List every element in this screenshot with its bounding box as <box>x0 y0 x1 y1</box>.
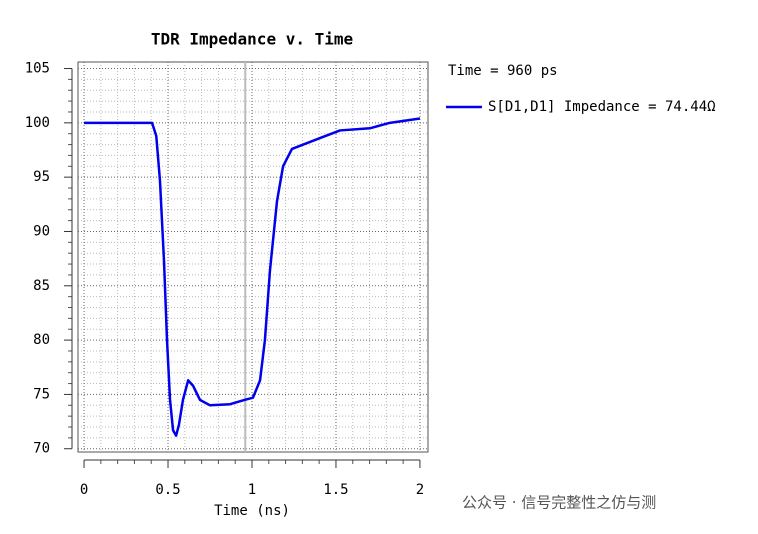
y-tick-label: 70 <box>33 441 50 457</box>
watermark: 公众号 · 信号完整性之仿与测 <box>462 494 656 512</box>
legend-label: S[D1,D1] Impedance = 74.44Ω <box>488 99 716 115</box>
x-tick-label: 1.5 <box>323 482 348 498</box>
x-tick-label: 0 <box>80 482 88 498</box>
cursor-label: Time = 960 ps <box>448 63 558 79</box>
y-tick-label: 105 <box>25 61 50 77</box>
series-line <box>84 117 421 437</box>
x-tick-label: 0.5 <box>155 482 180 498</box>
y-tick-label: 90 <box>33 223 50 239</box>
y-tick-label: 80 <box>33 332 50 348</box>
y-tick-label: 75 <box>33 386 50 402</box>
y-tick-label: 85 <box>33 278 50 294</box>
y-tick-label: 95 <box>33 169 50 185</box>
chart-title: TDR Impedance v. Time <box>151 30 353 49</box>
x-tick-label: 1 <box>248 482 256 498</box>
x-axis-label: Time (ns) <box>214 503 290 519</box>
plot-frame <box>77 61 429 453</box>
y-tick-label: 100 <box>25 115 50 131</box>
x-tick-label: 2 <box>416 482 424 498</box>
